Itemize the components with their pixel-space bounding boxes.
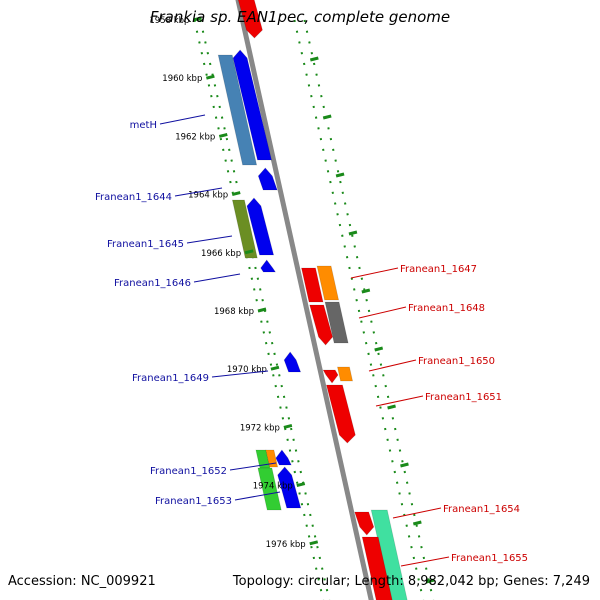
minor-tick-mark xyxy=(322,114,332,120)
map-title: Frankia sp. EAN1pec, complete genome xyxy=(149,8,451,26)
tick-layer: 1958 kbp 1960 kbp 1962 kbp 1964 kbp 1966 kbp… xyxy=(149,16,435,584)
meth-gene-arrow xyxy=(232,49,273,161)
feature-layer xyxy=(193,0,435,600)
gene-leader-line xyxy=(400,556,450,567)
minor-tick-mark xyxy=(387,404,396,410)
scale-tick-label: 1962 kbp xyxy=(175,132,215,142)
minor-tick-mark xyxy=(425,578,435,584)
franean1-1654-arrow xyxy=(354,511,375,536)
gene-leader-line xyxy=(368,359,417,372)
scale-tick-mark xyxy=(205,74,215,80)
gene-leader-line xyxy=(358,306,407,319)
scale-tick-label: 1970 kbp xyxy=(227,365,267,375)
gene-label: Franean1_1645 xyxy=(107,239,184,250)
franean1-1653-domain xyxy=(257,467,282,511)
gene-leader-line xyxy=(193,273,241,283)
gene-label: Franean1_1644 xyxy=(95,192,172,203)
gene-label: metH xyxy=(130,120,157,131)
genome-stats-text: Topology: circular; Length: 8,982,042 bp… xyxy=(232,574,590,589)
scale-tick-mark xyxy=(257,307,267,313)
minor-tick-mark xyxy=(361,288,371,294)
gene-leader-line xyxy=(350,267,399,279)
franean1-1648-domain xyxy=(324,301,349,344)
gene-label: Franean1_1649 xyxy=(132,373,209,384)
franean1-1650-arrow xyxy=(322,369,339,384)
minor-tick-mark xyxy=(348,230,358,236)
gene-leader-line xyxy=(229,462,277,471)
gene-leader-line xyxy=(234,491,281,501)
gene-label: Franean1_1652 xyxy=(150,466,227,477)
franean1-1652-arrow xyxy=(275,449,292,466)
minor-tick-mark xyxy=(400,462,409,468)
franean1-1653-arrow xyxy=(277,466,302,509)
scale-tick-label: 1974 kbp xyxy=(253,482,293,492)
scale-tick-mark xyxy=(193,16,202,22)
gene-label: Franean1_1654 xyxy=(443,504,520,515)
gene-label: Franean1_1648 xyxy=(408,303,485,314)
top-reverse-arrow xyxy=(237,0,263,39)
scale-tick-mark xyxy=(231,191,241,197)
gene-label: Franean1_1646 xyxy=(114,278,191,289)
gene-label: Franean1_1647 xyxy=(400,264,477,275)
gene-leader-line xyxy=(392,507,442,519)
accession-text: Accession: NC_009921 xyxy=(8,574,156,589)
gene-leader-line xyxy=(174,187,223,197)
scale-tick-mark xyxy=(296,482,306,488)
minor-tick-mark xyxy=(309,56,319,62)
gene-label-layer: metH Franean1_1644 Franean1_1645 Franean1_1… xyxy=(95,114,528,567)
franean1-1647-domain xyxy=(300,267,324,303)
franean1-1647-orange-domain xyxy=(316,265,340,301)
gene-label: Franean1_1653 xyxy=(155,496,232,507)
franean1-1651-arrow xyxy=(325,384,356,444)
gene-leader-line xyxy=(186,235,233,244)
scale-tick-label: 1976 kbp xyxy=(266,540,306,550)
gene-label: Franean1_1651 xyxy=(425,392,502,403)
franean1-1645-arrow xyxy=(246,197,275,256)
minor-tick-mark xyxy=(412,520,422,526)
scale-tick-mark xyxy=(270,365,280,371)
franean1-1645-domain xyxy=(231,199,258,259)
scale-tick-label: 1966 kbp xyxy=(201,249,241,259)
franean1-1646-arrow xyxy=(260,259,277,273)
minor-tick-mark xyxy=(335,172,345,178)
minor-tick-mark xyxy=(374,346,384,352)
scale-tick-label: 1964 kbp xyxy=(188,191,228,201)
franean1-1650-orange-domain xyxy=(336,366,354,382)
scale-tick-label: 1960 kbp xyxy=(162,74,202,84)
franean1-1644-arrow xyxy=(257,167,278,191)
gene-leader-line xyxy=(211,370,269,378)
gene-leader-line xyxy=(159,114,206,125)
gene-label: Franean1_1650 xyxy=(418,356,495,367)
methionine-synthase-domain xyxy=(217,54,258,166)
backbone-line xyxy=(235,0,374,600)
inner-right-guide xyxy=(293,19,425,600)
gene-label: Franean1_1655 xyxy=(451,553,528,564)
scale-tick-mark xyxy=(283,423,293,429)
scale-tick-label: 1968 kbp xyxy=(214,307,254,317)
scale-tick-mark xyxy=(218,132,228,138)
gene-leader-line xyxy=(375,395,424,407)
franean1-1649-arrow xyxy=(283,351,302,373)
franean1-1655-arrow xyxy=(361,536,393,600)
scale-tick-mark xyxy=(309,540,319,546)
franean1-1648-arrow xyxy=(309,304,334,346)
scale-tick-mark xyxy=(244,249,254,255)
scale-tick-label: 1958 kbp xyxy=(149,16,189,26)
scale-tick-label: 1972 kbp xyxy=(240,423,280,433)
